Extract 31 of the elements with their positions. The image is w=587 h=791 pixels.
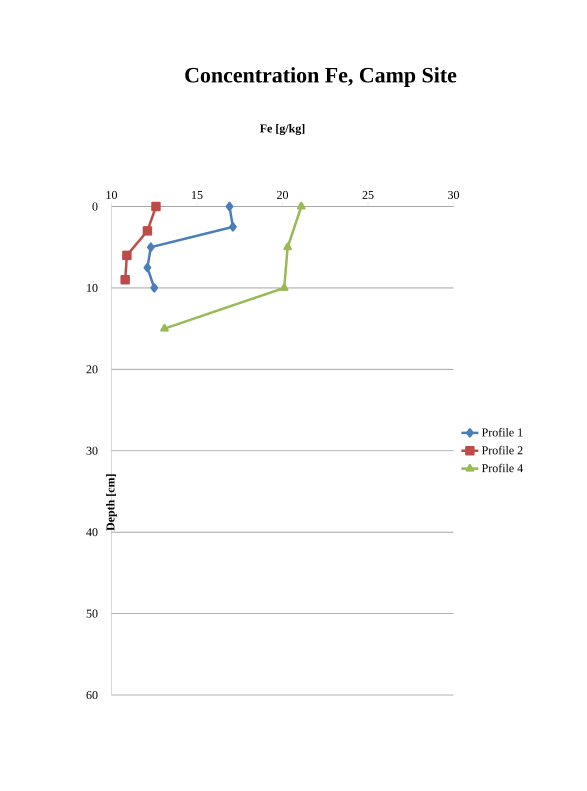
x-tick-label: 25 xyxy=(362,190,374,199)
y-tick-label: 50 xyxy=(86,610,98,618)
legend-label: Profile 2 xyxy=(482,446,522,454)
point xyxy=(160,324,169,332)
x-tick-label: 30 xyxy=(448,190,460,199)
x-tick-label: 20 xyxy=(277,190,288,199)
point xyxy=(280,283,288,291)
y-axis-title: Depth [cm] xyxy=(106,474,117,531)
chart-title: Concentration Fe, Camp Site xyxy=(185,67,456,88)
legend-label: Profile 1 xyxy=(482,428,522,436)
point xyxy=(151,202,161,212)
y-tick-label: 20 xyxy=(86,365,98,374)
y-tick-label: 10 xyxy=(87,284,98,292)
point xyxy=(229,222,237,232)
point xyxy=(226,202,234,212)
x-tick-label: 10 xyxy=(106,190,118,199)
x-tick-label: 15 xyxy=(192,190,203,199)
point xyxy=(150,283,158,293)
legend-label: Profile 4 xyxy=(482,464,523,472)
point xyxy=(120,275,130,285)
point xyxy=(122,250,132,260)
y-tick-label: 60 xyxy=(86,690,98,700)
y-tick-label: 0 xyxy=(92,202,98,211)
y-tick-label: 40 xyxy=(86,528,98,536)
point xyxy=(297,202,306,210)
point xyxy=(146,242,155,252)
x-axis-title: Fe [g/kg] xyxy=(260,124,304,135)
point xyxy=(283,242,292,250)
y-tick-label: 30 xyxy=(86,446,98,455)
point xyxy=(142,226,152,236)
point xyxy=(144,262,152,272)
